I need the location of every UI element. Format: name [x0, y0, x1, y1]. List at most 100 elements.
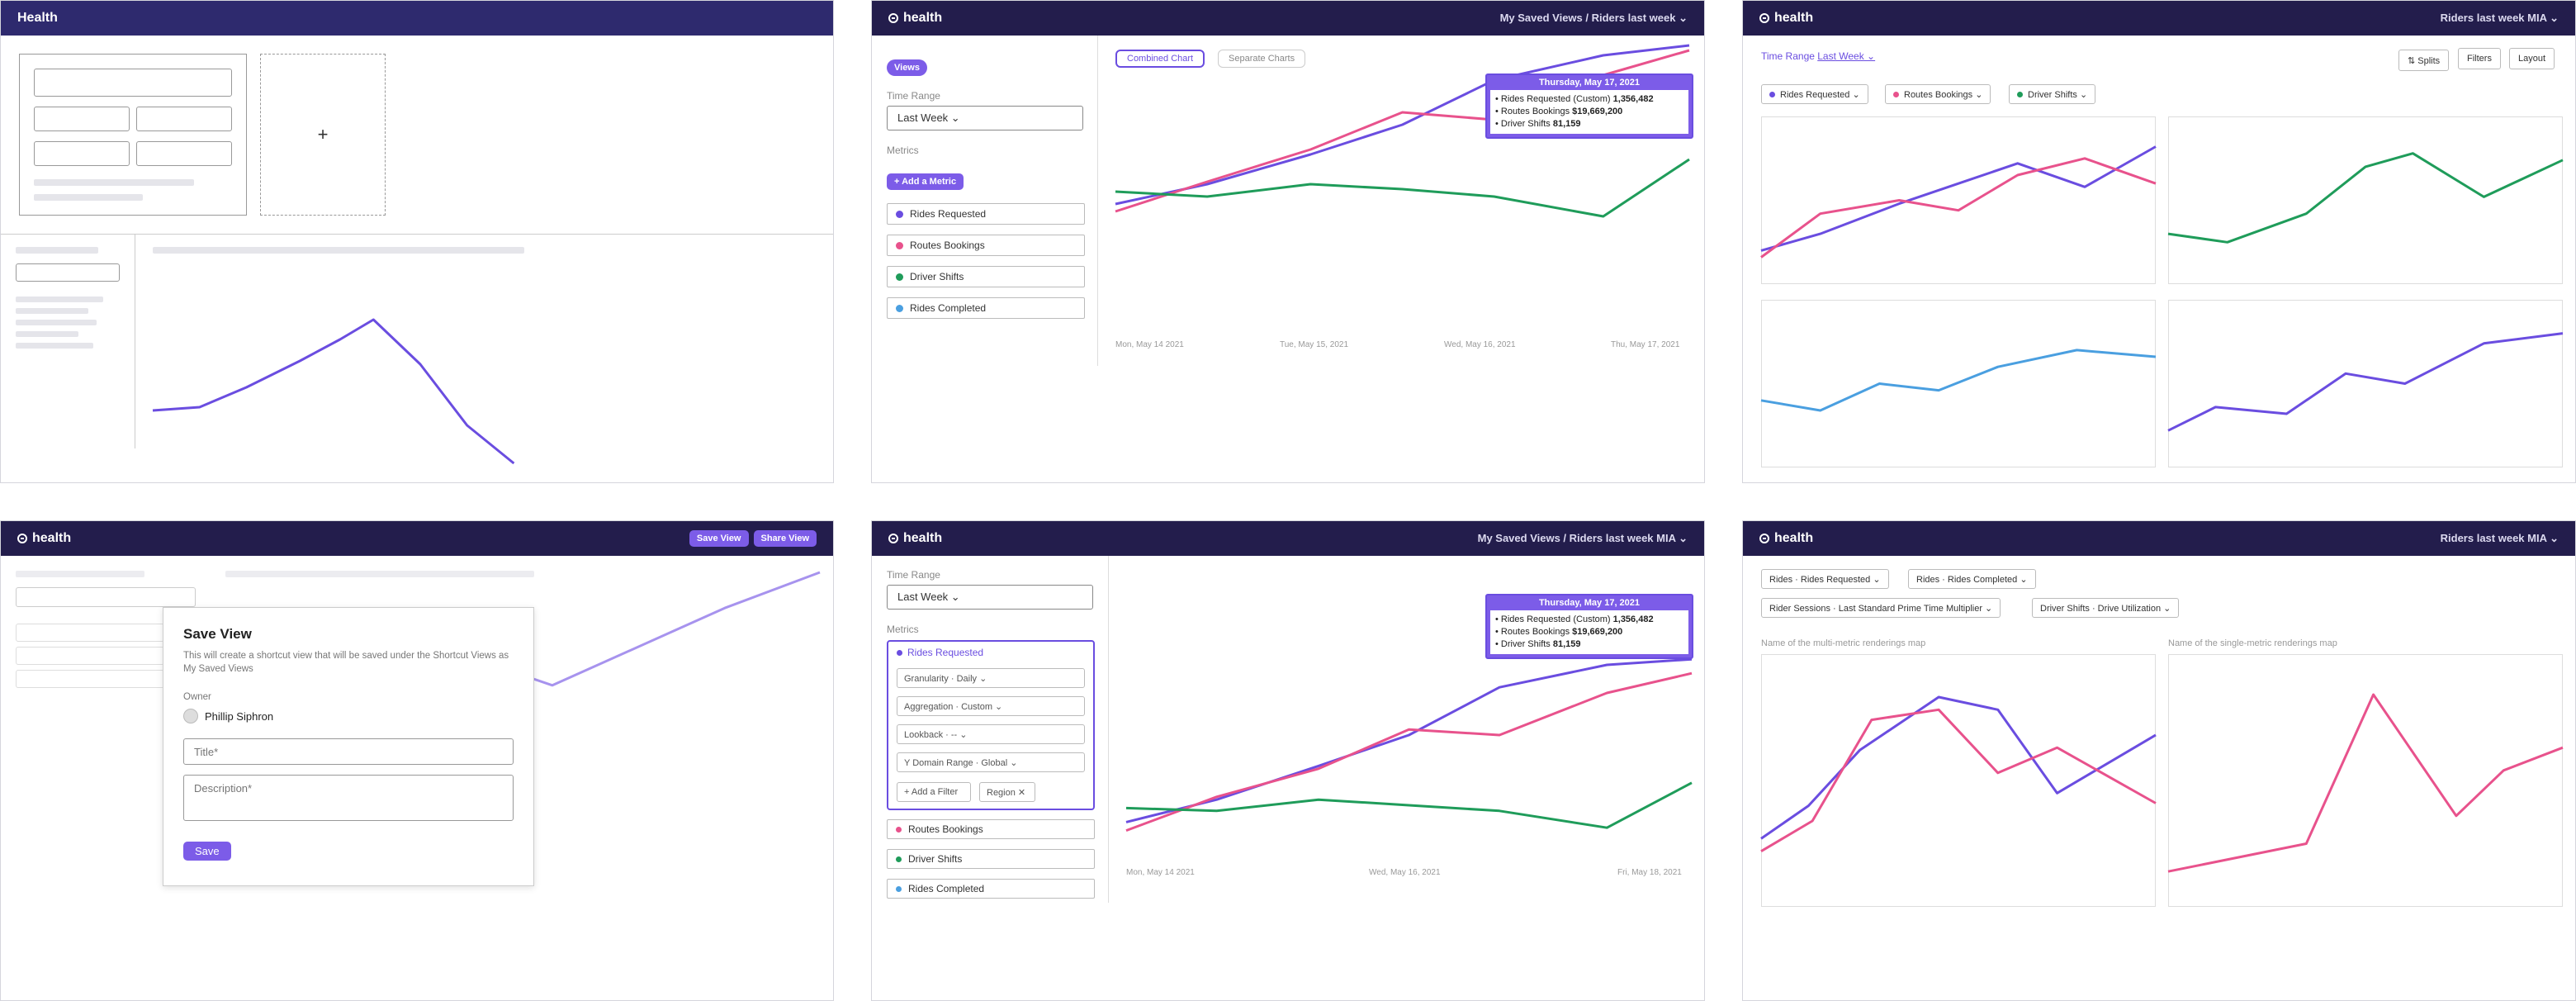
- expanded-metric-card: Rides Requested Granularity · Daily ⌄ Ag…: [887, 640, 1095, 810]
- metric-routes-bookings[interactable]: Routes Bookings: [887, 819, 1095, 839]
- layout-button[interactable]: Layout: [2509, 48, 2555, 69]
- series-line: [152, 318, 515, 465]
- region-filter-chip[interactable]: Region ✕: [979, 782, 1035, 802]
- metric-rides-completed[interactable]: Rides Completed: [887, 879, 1095, 899]
- metric-driver-shifts[interactable]: Driver Shifts: [887, 266, 1085, 287]
- input-placeholder: [16, 670, 164, 688]
- metric-rides-requested[interactable]: Rides Requested: [887, 203, 1085, 225]
- split-chart-4: [2168, 300, 2563, 467]
- combined-line-chart: [1125, 657, 1693, 833]
- filters-button[interactable]: Filters: [2458, 48, 2501, 69]
- metric-chip[interactable]: Rides · Rides Requested ⌄: [1761, 569, 1889, 589]
- add-metric-button[interactable]: + Add a Metric: [887, 173, 964, 190]
- tooltip-row: • Rides Requested (Custom) 1,356,482: [1495, 614, 1654, 624]
- text-skeleton: [34, 194, 143, 201]
- metric-rides-completed[interactable]: Rides Completed: [887, 297, 1085, 319]
- modal-description: This will create a shortcut view that wi…: [183, 651, 509, 674]
- split-line-chart-4: [2167, 332, 2564, 432]
- tooltip-row: • Driver Shifts 81,159: [1495, 639, 1581, 649]
- time-range[interactable]: Time Range Last Week ⌄: [1761, 50, 1876, 62]
- renderings-panel: health Riders last week MIA ⌄ Rides · Ri…: [1742, 520, 2576, 1001]
- aggregation-select[interactable]: Aggregation · Custom ⌄: [897, 696, 1085, 716]
- x-tick: Wed, May 16, 2021: [1369, 868, 1441, 877]
- time-range-select[interactable]: Last Week ⌄: [887, 106, 1083, 130]
- tooltip-title: Thursday, May 17, 2021: [1538, 78, 1641, 88]
- split-line-chart-2: [2167, 152, 2564, 244]
- time-range-select[interactable]: Last Week ⌄: [887, 585, 1093, 610]
- metric-chip[interactable]: Rider Sessions · Last Standard Prime Tim…: [1761, 598, 2001, 618]
- series-dot: [896, 856, 902, 862]
- wireframe-line-chart: [152, 318, 515, 465]
- series-dot: [1893, 91, 1899, 97]
- input-placeholder: [16, 624, 164, 642]
- sidebar-divider: [1108, 556, 1109, 903]
- save-view-button[interactable]: Save View: [689, 530, 749, 547]
- breadcrumb[interactable]: My Saved Views / Riders last week ⌄: [1499, 12, 1688, 24]
- sidebar-divider: [1097, 36, 1098, 366]
- modal-save-button[interactable]: Save: [183, 842, 231, 861]
- tab-separate-charts[interactable]: Separate Charts: [1218, 50, 1306, 68]
- metric-chip-routes-bookings[interactable]: Routes Bookings ⌄: [1885, 84, 1991, 104]
- brand[interactable]: health: [888, 531, 942, 546]
- input-placeholder: [34, 141, 130, 166]
- text-skeleton: [16, 343, 93, 349]
- split-chart-1: [1761, 116, 2156, 284]
- granularity-select[interactable]: Granularity · Daily ⌄: [897, 668, 1085, 688]
- tooltip-row: • Rides Requested (Custom) 1,356,482: [1495, 94, 1654, 104]
- plus-icon: +: [317, 124, 329, 145]
- text-skeleton: [16, 320, 97, 325]
- text-skeleton: [16, 247, 98, 254]
- metric-chip-rides-requested[interactable]: Rides Requested ⌄: [1761, 84, 1868, 104]
- splits-button[interactable]: ⇅ Splits: [2398, 50, 2450, 71]
- logo-icon: [17, 534, 27, 543]
- tooltip-row: • Driver Shifts 81,159: [1495, 119, 1581, 129]
- split-line-chart-3: [1760, 349, 2157, 412]
- single-metric-chart: [2168, 654, 2563, 907]
- y-domain-select[interactable]: Y Domain Range · Global ⌄: [897, 752, 1085, 772]
- series-dot: [896, 885, 902, 892]
- view-title[interactable]: Riders last week MIA ⌄: [2440, 532, 2559, 544]
- brand[interactable]: health: [1759, 11, 1813, 26]
- app-header: health Save View Share View: [1, 521, 833, 556]
- tooltip-body: • Rides Requested (Custom) 1,356,482 • R…: [1490, 610, 1688, 654]
- save-view-panel: health Save View Share View Save View Th…: [0, 520, 834, 1001]
- series-line: [1125, 657, 1693, 823]
- brand[interactable]: health: [1759, 531, 1813, 546]
- divider: [1, 234, 833, 235]
- metric-routes-bookings[interactable]: Routes Bookings: [887, 235, 1085, 256]
- time-range-label: Time Range: [887, 90, 940, 102]
- split-chart-2: [2168, 116, 2563, 284]
- title-field[interactable]: [183, 738, 514, 765]
- add-card-placeholder[interactable]: +: [260, 54, 386, 216]
- series-line: [2167, 332, 2564, 432]
- logo-icon: [888, 13, 898, 23]
- metric-chip-driver-shifts[interactable]: Driver Shifts ⌄: [2009, 84, 2096, 104]
- series-line: [1125, 781, 1693, 829]
- metric-rides-requested[interactable]: Rides Requested: [897, 647, 983, 658]
- metric-chip[interactable]: Driver Shifts · Drive Utilization ⌄: [2032, 598, 2180, 618]
- split-charts-panel: health Riders last week MIA ⌄ Time Range…: [1742, 0, 2576, 483]
- app-header: health My Saved Views / Riders last week…: [872, 521, 1704, 556]
- series-dot: [896, 241, 903, 249]
- brand[interactable]: health: [888, 11, 942, 26]
- series-dot: [896, 210, 903, 218]
- breadcrumb[interactable]: My Saved Views / Riders last week MIA ⌄: [1477, 532, 1688, 544]
- input-placeholder: [34, 107, 130, 131]
- x-tick: Thu, May 17, 2021: [1611, 340, 1680, 349]
- lookback-select[interactable]: Lookback · -- ⌄: [897, 724, 1085, 744]
- tab-combined-chart[interactable]: Combined Chart: [1115, 50, 1205, 68]
- share-view-button[interactable]: Share View: [753, 530, 817, 547]
- add-filter-button[interactable]: + Add a Filter: [897, 782, 971, 802]
- text-skeleton: [34, 179, 194, 186]
- brand[interactable]: health: [17, 531, 71, 546]
- view-title[interactable]: Riders last week MIA ⌄: [2440, 12, 2559, 24]
- input-placeholder: [136, 141, 232, 166]
- metric-driver-shifts[interactable]: Driver Shifts: [887, 849, 1095, 869]
- app-title: Health: [17, 11, 58, 25]
- text-skeleton: [16, 308, 88, 314]
- multi-metric-line-chart: [1760, 695, 2157, 852]
- tooltip-row: • Routes Bookings $19,669,200: [1495, 107, 1623, 116]
- description-field[interactable]: [183, 775, 514, 821]
- metric-chip[interactable]: Rides · Rides Completed ⌄: [1908, 569, 2036, 589]
- views-button[interactable]: Views: [887, 59, 927, 76]
